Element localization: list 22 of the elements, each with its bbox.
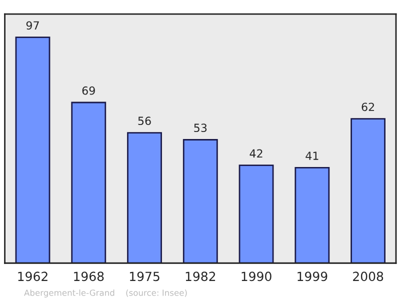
bar <box>71 102 106 264</box>
data-label: 62 <box>362 102 374 112</box>
text: Abergement-le-Grand (source: Insee) <box>24 289 187 298</box>
x-tick-label: 1975 <box>130 272 160 282</box>
data-label: 97 <box>26 21 39 30</box>
bar <box>182 139 218 264</box>
bar <box>238 164 274 264</box>
bar <box>127 132 162 264</box>
x-tick-label: 1990 <box>242 272 272 282</box>
data-label: 41 <box>306 152 318 160</box>
bar <box>350 118 386 264</box>
bar <box>294 166 330 264</box>
x-tick-label: 1968 <box>74 272 104 282</box>
data-label: 42 <box>250 149 262 158</box>
data-label: 56 <box>138 116 151 126</box>
bar <box>15 36 50 264</box>
x-tick-label: 2008 <box>353 272 384 282</box>
x-tick-label: 1999 <box>298 272 328 282</box>
data-label: 69 <box>82 86 95 95</box>
x-tick-label: 1982 <box>186 272 216 282</box>
x-tick-label: 1962 <box>18 272 48 282</box>
data-label: 53 <box>194 124 207 132</box>
